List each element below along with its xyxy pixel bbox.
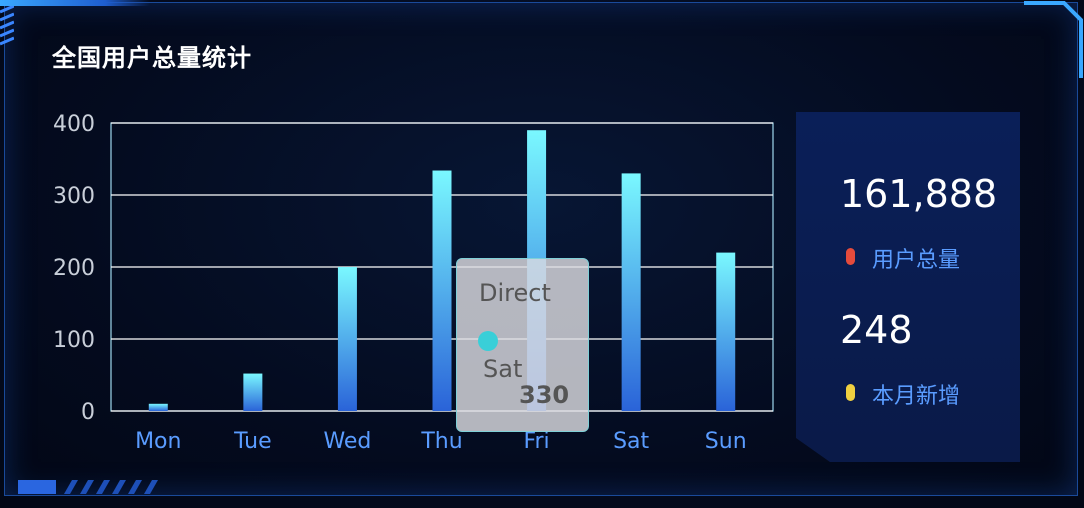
- bar-sun[interactable]: [716, 252, 736, 411]
- tooltip-value: 330: [519, 381, 570, 409]
- total-users-marker: [846, 248, 855, 265]
- x-tick-label: Fri: [523, 429, 549, 454]
- y-tick-label: 100: [53, 328, 95, 353]
- tooltip-series-marker: [478, 331, 498, 351]
- x-tick-label: Thu: [420, 429, 462, 454]
- y-tick-label: 0: [81, 400, 95, 425]
- monthly-new-value: 248: [840, 308, 913, 352]
- bar-chart: 0 100 200 300 400 Mon Tue Wed Thu Fri Sat Sun: [53, 112, 774, 454]
- x-tick-label: Sun: [705, 429, 747, 454]
- bar-thu[interactable]: [432, 170, 452, 411]
- bar-tue[interactable]: [243, 373, 263, 411]
- total-users-label: 用户总量: [872, 248, 961, 273]
- corner-decoration-top-right: [1024, 1, 1083, 78]
- monthly-new-marker: [846, 384, 855, 401]
- tooltip-category: Sat: [483, 355, 523, 383]
- corner-decoration-top-left: [0, 0, 150, 6]
- corner-stripes-decoration: [0, 6, 14, 46]
- tooltip-series-name: Direct: [479, 279, 551, 307]
- y-tick-label: 400: [53, 112, 95, 137]
- total-users-value: 161,888: [840, 172, 998, 216]
- monthly-new-label: 本月新增: [872, 384, 961, 409]
- y-tick-label: 200: [53, 256, 95, 281]
- panel-title: 全国用户总量统计: [52, 44, 252, 72]
- bar-wed[interactable]: [337, 267, 357, 411]
- bar-sat[interactable]: [621, 173, 641, 411]
- panel-frame: [4, 2, 1078, 496]
- stats-panel: 161,888 用户总量 248 本月新增: [796, 112, 1020, 462]
- y-tick-label: 300: [53, 184, 95, 209]
- bar-mon[interactable]: [148, 403, 168, 411]
- chart-tooltip: Direct Sat 330: [456, 258, 589, 432]
- x-tick-label: Mon: [135, 429, 181, 454]
- corner-decoration-bottom-left: [18, 480, 158, 494]
- x-tick-label: Wed: [323, 429, 371, 454]
- x-tick-label: Sat: [613, 429, 649, 454]
- x-tick-label: Tue: [233, 429, 272, 454]
